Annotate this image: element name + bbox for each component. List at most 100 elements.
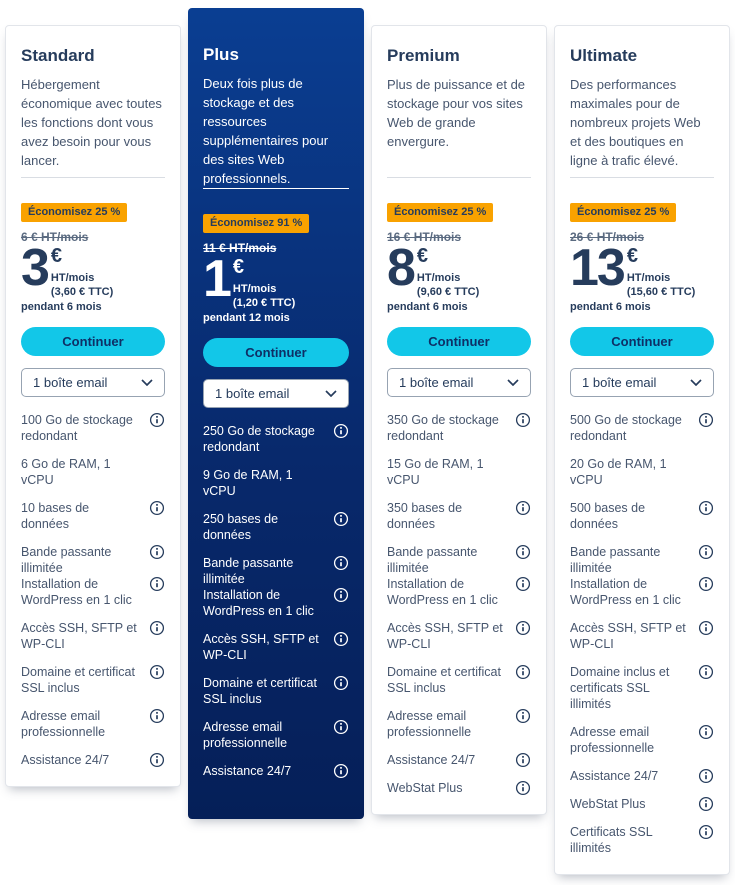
price-period: HT/mois (626, 272, 671, 284)
feature-text: 250 bases de données (203, 512, 279, 542)
continue-button[interactable]: Continuer (570, 327, 714, 356)
chevron-down-icon (690, 379, 702, 386)
plan-header: Ultimate Des performances maximales pour… (570, 46, 714, 177)
info-icon[interactable] (698, 620, 714, 636)
info-icon[interactable] (149, 620, 165, 636)
info-icon[interactable] (333, 763, 349, 779)
info-icon[interactable] (515, 664, 531, 680)
info-icon[interactable] (698, 768, 714, 784)
info-icon[interactable] (698, 544, 714, 560)
feature-text: Adresse email professionnelle (21, 709, 106, 739)
price-currency: € (416, 245, 429, 267)
feature-text: Assistance 24/7 (21, 753, 110, 767)
email-count-dropdown[interactable]: 1 boîte email (203, 379, 349, 408)
info-icon[interactable] (333, 719, 349, 735)
plan-card-standard: Standard Hébergement économique avec tou… (5, 25, 181, 787)
info-icon[interactable] (149, 576, 165, 592)
email-count-dropdown[interactable]: 1 boîte email (387, 368, 531, 397)
info-icon[interactable] (149, 708, 165, 724)
feature-text: 15 Go de RAM, 1 vCPU (387, 457, 484, 487)
plan-card-ultimate: Ultimate Des performances maximales pour… (554, 25, 730, 875)
feature-item: Bande passante illimitée (21, 544, 165, 576)
feature-text: WebStat Plus (570, 797, 646, 811)
info-icon[interactable] (515, 500, 531, 516)
info-icon[interactable] (698, 824, 714, 840)
info-icon[interactable] (149, 752, 165, 768)
feature-item: 250 bases de données (203, 511, 349, 543)
old-price: 16 € HT/mois (387, 230, 462, 244)
info-icon[interactable] (515, 780, 531, 796)
feature-item: Domaine et certificat SSL inclus (203, 675, 349, 707)
feature-text: 20 Go de RAM, 1 vCPU (570, 457, 667, 487)
feature-item: Installation de WordPress en 1 clic (387, 576, 531, 608)
info-icon[interactable] (698, 664, 714, 680)
email-count-dropdown[interactable]: 1 boîte email (570, 368, 714, 397)
info-icon[interactable] (698, 796, 714, 812)
feature-item: Accès SSH, SFTP et WP-CLI (21, 620, 165, 652)
feature-item: Accès SSH, SFTP et WP-CLI (570, 620, 714, 652)
plan-description: Des performances maximales pour de nombr… (570, 77, 701, 168)
continue-button[interactable]: Continuer (387, 327, 531, 356)
info-icon[interactable] (149, 544, 165, 560)
info-icon[interactable] (515, 752, 531, 768)
feature-item: Accès SSH, SFTP et WP-CLI (387, 620, 531, 652)
info-icon[interactable] (149, 664, 165, 680)
plan-header: Standard Hébergement économique avec tou… (21, 46, 165, 177)
divider (21, 177, 165, 178)
feature-item: 9 Go de RAM, 1 vCPU (203, 467, 349, 499)
old-price: 6 € HT/mois (21, 230, 89, 244)
feature-item: 250 Go de stockage redondant (203, 423, 349, 455)
email-count-dropdown[interactable]: 1 boîte email (21, 368, 165, 397)
feature-text: 6 Go de RAM, 1 vCPU (21, 457, 111, 487)
info-icon[interactable] (149, 500, 165, 516)
info-icon[interactable] (333, 631, 349, 647)
price-currency: € (626, 245, 638, 267)
info-icon[interactable] (698, 412, 714, 428)
plan-name: Standard (21, 46, 95, 65)
feature-item: Accès SSH, SFTP et WP-CLI (203, 631, 349, 663)
info-icon[interactable] (515, 412, 531, 428)
feature-item: Domaine et certificat SSL inclus (21, 664, 165, 696)
info-icon[interactable] (333, 675, 349, 691)
price-duration: pendant 6 mois (570, 301, 651, 313)
info-icon[interactable] (515, 708, 531, 724)
feature-text: Accès SSH, SFTP et WP-CLI (570, 621, 686, 651)
info-icon[interactable] (333, 587, 349, 603)
continue-button[interactable]: Continuer (203, 338, 349, 367)
price: 3 € HT/mois (3,60 € TTC) (21, 242, 165, 299)
feature-item: 20 Go de RAM, 1 vCPU (570, 456, 714, 488)
feature-item: Bande passante illimitée (570, 544, 714, 576)
info-icon[interactable] (333, 555, 349, 571)
info-icon[interactable] (515, 544, 531, 560)
price: 8 € HT/mois (9,60 € TTC) (387, 242, 531, 299)
info-icon[interactable] (515, 576, 531, 592)
chevron-down-icon (325, 390, 337, 397)
feature-item: 500 bases de données (570, 500, 714, 532)
feature-item: 350 Go de stockage redondant (387, 412, 531, 444)
feature-item: Assistance 24/7 (21, 752, 165, 768)
info-icon[interactable] (698, 500, 714, 516)
price-currency: € (232, 256, 245, 278)
feature-text: Installation de WordPress en 1 clic (21, 577, 132, 607)
continue-button[interactable]: Continuer (21, 327, 165, 356)
feature-item: WebStat Plus (570, 796, 714, 812)
price-amount: 1 (203, 250, 232, 308)
feature-list: 350 Go de stockage redondant 15 Go de RA… (387, 412, 531, 796)
discount-badge: Économisez 25 % (21, 203, 128, 222)
info-icon[interactable] (515, 620, 531, 636)
dropdown-value: 1 boîte email (33, 375, 108, 390)
info-icon[interactable] (698, 724, 714, 740)
feature-item: Bande passante illimitée (387, 544, 531, 576)
info-icon[interactable] (333, 511, 349, 527)
info-icon[interactable] (698, 576, 714, 592)
feature-text: Adresse email professionnelle (570, 725, 655, 755)
feature-text: Bande passante illimitée (570, 545, 661, 575)
price-period: HT/mois (50, 272, 95, 284)
info-icon[interactable] (333, 423, 349, 439)
info-icon[interactable] (149, 412, 165, 428)
feature-text: Domaine et certificat SSL inclus (21, 665, 135, 695)
feature-item: Adresse email professionnelle (387, 708, 531, 740)
dropdown-value: 1 boîte email (399, 375, 474, 390)
feature-text: Domaine inclus et certificats SSL illimi… (570, 665, 670, 711)
